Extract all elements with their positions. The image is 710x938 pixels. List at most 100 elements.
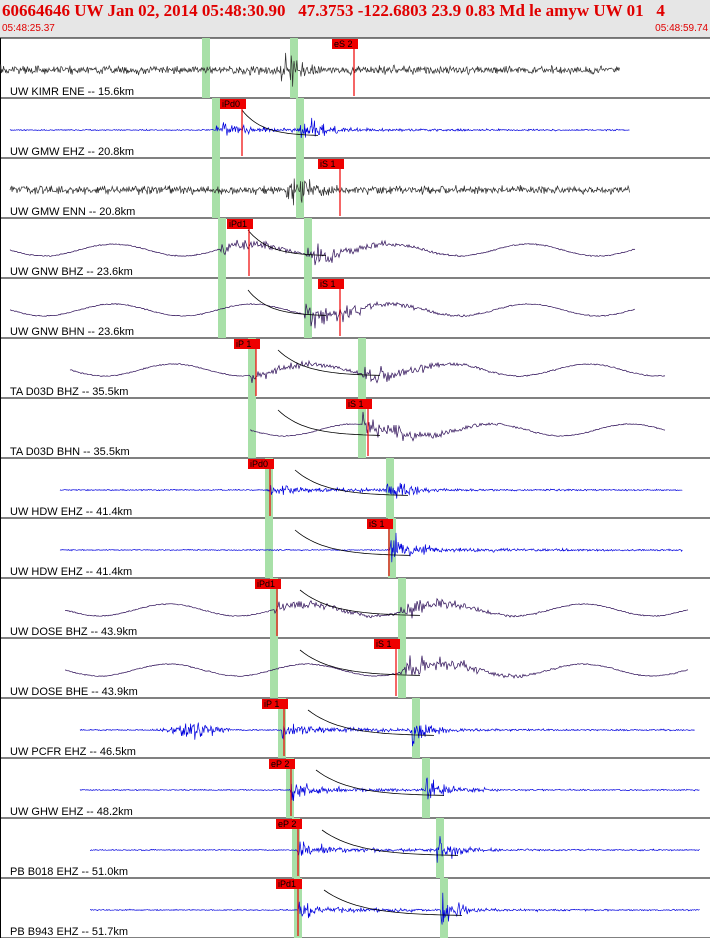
pick-label: iPd1 — [278, 879, 296, 889]
p-window-marker — [278, 698, 286, 758]
trace-row: iS 1 UW GNW BHN -- 23.6km — [9, 278, 636, 338]
pick-label-box — [255, 579, 281, 589]
trace-label: TA D03D BHN -- 35.5km — [10, 446, 130, 458]
trace-label: UW GHW EHZ -- 48.2km — [10, 806, 133, 818]
trace-label: PB B943 EHZ -- 51.7km — [10, 926, 128, 938]
pick-label: eP 2 — [278, 819, 296, 829]
pick-label-box — [276, 879, 302, 889]
trace-row: iS 1 TA D03D BHN -- 35.5km — [10, 398, 666, 458]
waveform-line — [79, 722, 695, 747]
pick-label: iS 1 — [376, 639, 392, 649]
pick-label: iPd0 — [222, 99, 240, 109]
p-window-marker — [212, 158, 220, 218]
coda-curve — [247, 229, 327, 256]
p-window-marker — [292, 818, 300, 878]
pick-label: iS 1 — [320, 279, 336, 289]
waveform-line — [89, 836, 700, 863]
trace-row: iP 1 TA D03D BHZ -- 35.5km — [10, 338, 666, 398]
coda-curve — [241, 109, 319, 136]
waveform-line — [69, 359, 666, 384]
p-window-marker — [218, 278, 226, 338]
pick-label: iS 1 — [348, 399, 364, 409]
waveform-line — [64, 597, 689, 619]
coda-curve — [294, 469, 409, 496]
waveform-line — [59, 482, 683, 499]
trace-label: UW HDW EHZ -- 41.4km — [10, 566, 132, 578]
p-window-marker — [218, 218, 226, 278]
trace-row: iPd1 UW GNW BHZ -- 23.6km — [9, 218, 636, 278]
trace-label: UW DOSE BHE -- 43.9km — [10, 686, 138, 698]
coda-curve — [277, 349, 381, 376]
trace-row: eP 2 UW GHW EHZ -- 48.2km — [10, 758, 700, 818]
trace-label: UW PCFR EHZ -- 46.5km — [10, 746, 136, 758]
trace-label: UW GMW EHZ -- 20.8km — [10, 146, 134, 158]
p-window-marker — [286, 758, 294, 818]
trace-row: iS 1 UW GMW ENN -- 20.8km — [9, 158, 630, 218]
start-time: 05:48:25.37 — [2, 23, 55, 34]
s-window-marker — [440, 878, 448, 938]
pick-label-box — [269, 759, 295, 769]
pick-label: iP 1 — [264, 699, 279, 709]
trace-row: eS 2 UW KIMR ENE -- 15.6km — [0, 38, 620, 98]
pick-label-box — [220, 99, 246, 109]
s-window-marker — [388, 518, 396, 578]
pick-label-box — [374, 639, 400, 649]
coda-curve — [315, 769, 445, 796]
pick-label-box — [262, 699, 288, 709]
s-window-marker — [358, 338, 366, 398]
pick-label: eP 2 — [271, 759, 289, 769]
trace-label: UW DOSE BHZ -- 43.9km — [10, 626, 137, 638]
pick-label-box — [276, 819, 302, 829]
waveform-line — [9, 239, 636, 266]
waveform-line — [79, 777, 700, 802]
pick-label-box — [318, 159, 344, 169]
waveform-line — [250, 411, 666, 442]
p-window-marker — [248, 338, 256, 398]
trace-label: UW KIMR ENE -- 15.6km — [10, 86, 134, 98]
pick-label-box — [332, 39, 358, 49]
waveform-line — [59, 532, 683, 563]
waveform-line — [9, 178, 630, 206]
p-window-marker — [202, 38, 210, 98]
waveform-line — [89, 892, 700, 925]
trace-row: iPd1 UW DOSE BHZ -- 43.9km — [10, 578, 689, 638]
waveform-line — [0, 52, 620, 87]
coda-curve — [247, 289, 327, 316]
s-window-marker — [436, 818, 444, 878]
trace-label: UW GNW BHZ -- 23.6km — [10, 266, 133, 278]
coda-curve — [277, 409, 381, 436]
pick-label: iS 1 — [320, 159, 336, 169]
coda-curve — [323, 889, 463, 916]
coda-curve — [307, 709, 435, 736]
s-window-marker — [398, 578, 406, 638]
trace-label: UW GMW ENN -- 20.8km — [10, 206, 135, 218]
p-window-marker — [265, 458, 273, 518]
s-window-marker — [290, 38, 298, 98]
trace-row: iPd0 UW HDW EHZ -- 41.4km — [10, 458, 683, 518]
waveform-line — [9, 300, 636, 329]
pick-label-box — [234, 339, 260, 349]
coda-curve — [321, 829, 459, 856]
pick-label-box — [318, 279, 344, 289]
pick-label-box — [227, 219, 253, 229]
pick-label-box — [346, 399, 372, 409]
trace-label: PB B018 EHZ -- 51.0km — [10, 866, 128, 878]
event-title: 60664646 UW Jan 02, 2014 05:48:30.90 47.… — [2, 1, 665, 20]
coda-curve — [299, 649, 421, 676]
waveform-line — [64, 655, 688, 679]
pick-label: iPd1 — [229, 219, 247, 229]
pick-label: iS 1 — [369, 519, 385, 529]
trace-row: iPd1 PB B943 EHZ -- 51.7km — [10, 878, 700, 938]
p-window-marker — [248, 398, 256, 458]
end-time: 05:48:59.74 — [655, 23, 708, 34]
pick-label-box — [367, 519, 393, 529]
s-window-marker — [398, 638, 406, 698]
trace-label: TA D03D BHZ -- 35.5km — [10, 386, 128, 398]
pick-label: iP 1 — [236, 339, 251, 349]
p-window-marker — [265, 518, 273, 578]
trace-row: eP 2 PB B018 EHZ -- 51.0km — [10, 818, 700, 878]
p-window-marker — [270, 578, 278, 638]
s-window-marker — [304, 278, 312, 338]
coda-curve — [299, 589, 421, 616]
